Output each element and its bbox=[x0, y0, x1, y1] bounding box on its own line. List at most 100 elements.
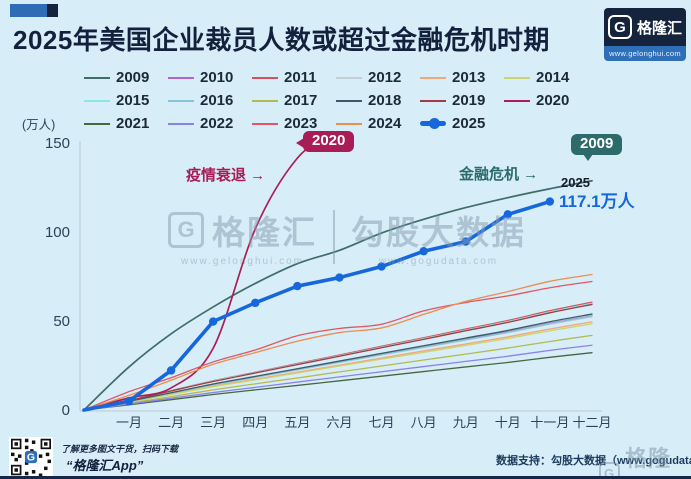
x-axis-label: 一月 bbox=[116, 415, 142, 430]
legend-swatch bbox=[252, 76, 278, 79]
legend-label: 2009 bbox=[116, 69, 150, 86]
legend-label: 2021 bbox=[116, 115, 150, 132]
legend-label: 2018 bbox=[368, 92, 402, 109]
deco-navy-square bbox=[47, 4, 58, 17]
legend-swatch bbox=[336, 99, 362, 102]
legend-swatch bbox=[252, 99, 278, 102]
qr-caption: 了解更多图文干货，扫码下载 bbox=[61, 444, 179, 454]
series-line-2020 bbox=[83, 141, 322, 411]
endpoint-value-label: 117.1万人 bbox=[559, 192, 635, 211]
legend-item-2021[interactable]: 2021 bbox=[84, 115, 168, 132]
x-axis-label: 五月 bbox=[284, 415, 310, 430]
badge-2009: 2009 bbox=[571, 134, 623, 161]
legend-item-2011[interactable]: 2011 bbox=[252, 69, 336, 86]
legend-item-2012[interactable]: 2012 bbox=[336, 69, 420, 86]
watermark-g-icon: G bbox=[168, 212, 204, 248]
legend-item-2013[interactable]: 2013 bbox=[420, 69, 504, 86]
x-axis-label: 八月 bbox=[411, 415, 437, 430]
watermark-brand: 格隆汇 bbox=[212, 214, 317, 251]
svg-text:G: G bbox=[27, 453, 35, 464]
watermark-data-block: 勾股大数据 www.gogudata.com bbox=[351, 206, 526, 267]
series-line-2017 bbox=[83, 334, 593, 411]
data-point-2025 bbox=[419, 247, 428, 256]
qr-code: G bbox=[9, 437, 53, 477]
legend-label: 2011 bbox=[284, 69, 317, 86]
legend-item-2018[interactable]: 2018 bbox=[336, 92, 420, 109]
legend-swatch bbox=[336, 122, 362, 125]
logo-top: G 格隆汇 bbox=[604, 8, 686, 46]
legend-label: 2019 bbox=[452, 92, 486, 109]
x-axis-label: 十二月 bbox=[572, 415, 611, 430]
legend-swatch bbox=[504, 76, 530, 79]
legend-label: 2013 bbox=[452, 69, 486, 86]
logo-url: www.gelonghui.com bbox=[604, 46, 686, 61]
legend-label: 2024 bbox=[368, 115, 402, 132]
deco-blue-bar bbox=[10, 4, 47, 17]
data-point-2025 bbox=[545, 197, 555, 206]
legend-item-2014[interactable]: 2014 bbox=[504, 69, 588, 86]
corner-g-icon: G bbox=[599, 462, 621, 479]
data-point-2025 bbox=[377, 262, 386, 271]
legend-swatch bbox=[504, 99, 530, 102]
series-line-2023 bbox=[83, 280, 593, 411]
gelonghui-g-icon: G bbox=[607, 15, 632, 39]
watermark-data-brand: 勾股大数据 bbox=[351, 214, 526, 251]
data-point-2025 bbox=[166, 366, 176, 375]
legend-item-2019[interactable]: 2019 bbox=[420, 92, 504, 109]
x-axis-label: 九月 bbox=[453, 415, 479, 430]
watermark-brand-block: G 格隆汇 www.gelonghui.com bbox=[168, 206, 317, 267]
x-axis-label: 七月 bbox=[369, 415, 395, 430]
y-axis-tick-label: 0 bbox=[62, 402, 70, 419]
series-line-2025 bbox=[82, 199, 552, 412]
gelonghui-logo: G 格隆汇 www.gelonghui.com bbox=[604, 8, 686, 61]
legend-item-2010[interactable]: 2010 bbox=[168, 69, 252, 86]
x-axis-label: 三月 bbox=[200, 415, 226, 430]
legend-item-2016[interactable]: 2016 bbox=[168, 92, 252, 109]
series-line-2018 bbox=[83, 313, 593, 411]
data-point-2025 bbox=[208, 317, 218, 326]
legend-item-2024[interactable]: 2024 bbox=[336, 115, 420, 132]
legend-label: 2010 bbox=[200, 69, 234, 86]
legend-swatch bbox=[168, 122, 194, 125]
legend-item-2023[interactable]: 2023 bbox=[252, 115, 336, 132]
legend-item-2025[interactable]: 2025 bbox=[420, 115, 504, 132]
y-axis-tick-label: 50 bbox=[53, 313, 70, 330]
legend-label: 2020 bbox=[536, 92, 570, 109]
legend-item-2009[interactable]: 2009 bbox=[84, 69, 168, 86]
legend-label: 2017 bbox=[284, 92, 318, 109]
series-line-2019 bbox=[83, 303, 593, 411]
legend-label: 2022 bbox=[200, 115, 234, 132]
app-name-caption: “格隆汇App” bbox=[66, 458, 144, 473]
x-axis-label: 六月 bbox=[326, 415, 352, 430]
legend-label: 2014 bbox=[536, 69, 570, 86]
legend-item-2022[interactable]: 2022 bbox=[168, 115, 252, 132]
legend-swatch bbox=[336, 76, 362, 79]
covid-recession-label: 疫情衰退 → bbox=[186, 167, 266, 184]
logo-brand-text: 格隆汇 bbox=[636, 19, 682, 37]
legend-label: 2025 bbox=[452, 115, 486, 132]
legend-swatch bbox=[252, 122, 278, 125]
center-watermark: G 格隆汇 www.gelonghui.com 勾股大数据 www.goguda… bbox=[168, 206, 526, 267]
data-point-2025 bbox=[293, 281, 302, 291]
legend-item-2015[interactable]: 2015 bbox=[84, 92, 168, 109]
legend-row: 2021 2022 2023 2024 2025 bbox=[84, 112, 588, 135]
legend-swatch bbox=[84, 122, 110, 125]
corner-brand: 格隆汇 bbox=[625, 446, 672, 479]
data-point-2025 bbox=[124, 396, 134, 406]
endpoint-year-label: 2025 bbox=[561, 175, 590, 190]
chart-legend: 2009 2010 2011 2012 2013 2014 2015 2016 2017 2018… bbox=[84, 66, 588, 135]
legend-item-2017[interactable]: 2017 bbox=[252, 92, 336, 109]
legend-label: 2015 bbox=[116, 92, 150, 109]
watermark-brand-url: www.gelonghui.com bbox=[181, 256, 304, 267]
bottom-accent-bar bbox=[0, 476, 691, 479]
data-point-2025 bbox=[251, 298, 260, 308]
x-axis-label: 十月 bbox=[495, 415, 521, 430]
legend-label: 2012 bbox=[368, 69, 402, 86]
series-group bbox=[82, 141, 593, 412]
legend-label: 2023 bbox=[284, 115, 318, 132]
legend-item-2020[interactable]: 2020 bbox=[504, 92, 588, 109]
series-line-2024 bbox=[83, 273, 593, 411]
data-point-2025 bbox=[335, 273, 344, 282]
title-decoration bbox=[10, 4, 58, 17]
